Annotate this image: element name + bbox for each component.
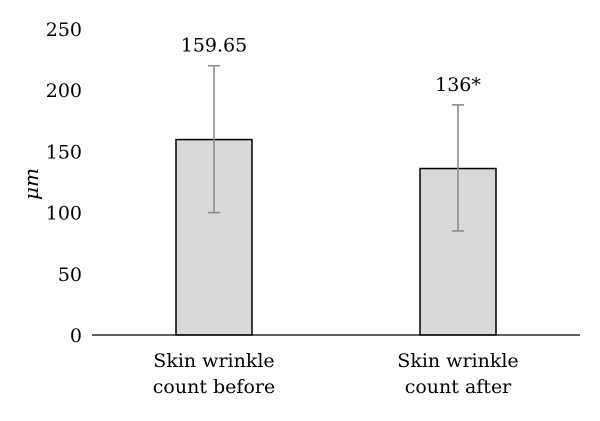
y-axis: 0 50 100 150 200 250: [46, 19, 82, 347]
data-label: 136*: [435, 74, 481, 96]
y-tick-label: 0: [70, 325, 82, 347]
x-tick-label: Skin wrinkle count before: [153, 350, 275, 398]
y-tick-label: 50: [58, 264, 82, 286]
y-tick-label: 250: [46, 19, 82, 41]
y-axis-title: μm: [19, 168, 43, 200]
y-tick-label: 100: [46, 203, 82, 225]
bars: [175, 138, 497, 336]
category-labels: Skin wrinkle count before Skin wrinkle coun…: [153, 350, 519, 398]
x-tick-label: Skin wrinkle count after: [397, 350, 518, 398]
y-tick-label: 150: [46, 141, 82, 163]
data-labels: 159.65 136*: [181, 35, 482, 96]
y-tick-label: 200: [46, 80, 82, 102]
error-bars: [208, 64, 464, 232]
data-label: 159.65: [181, 35, 247, 57]
